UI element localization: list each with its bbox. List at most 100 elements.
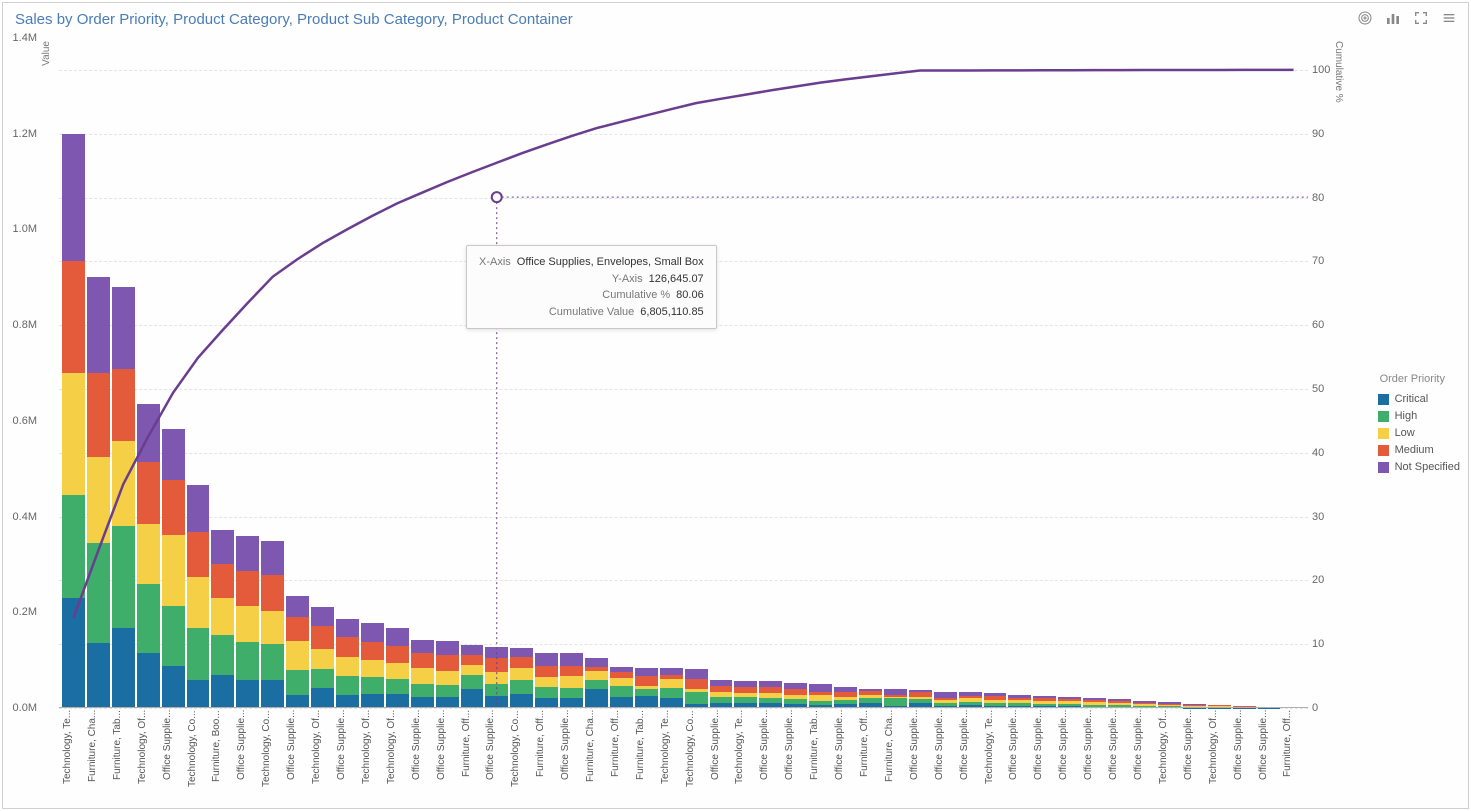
bar[interactable] (535, 653, 558, 708)
bar[interactable] (610, 667, 633, 708)
x-axis-label: Office Supplie... (759, 710, 782, 808)
bar[interactable] (311, 607, 334, 708)
bar[interactable] (784, 683, 807, 708)
y-right-tick: 0 (1312, 702, 1318, 714)
bar[interactable] (934, 692, 957, 708)
bar[interactable] (286, 596, 309, 708)
bar[interactable] (411, 640, 434, 708)
bar[interactable] (162, 429, 185, 708)
bar[interactable] (984, 693, 1007, 708)
bar-segment-high (436, 685, 459, 697)
bar[interactable] (809, 684, 832, 708)
y-left-tick: 1.4M (13, 32, 37, 44)
bar-segment-not_specified (436, 641, 459, 655)
x-axis-label: Technology, Of... (386, 710, 409, 808)
x-axis-label: Furniture, Cha... (884, 710, 907, 808)
bar[interactable] (734, 681, 757, 708)
bar-segment-low (211, 598, 234, 635)
menu-icon[interactable] (1440, 9, 1458, 27)
bar[interactable] (710, 680, 733, 708)
bar[interactable] (560, 653, 583, 708)
bar[interactable] (685, 669, 708, 708)
bar[interactable] (1008, 695, 1031, 708)
bar-segment-medium (535, 666, 558, 677)
legend-item-critical[interactable]: Critical (1378, 393, 1460, 405)
bar[interactable] (62, 134, 85, 708)
bar[interactable] (660, 668, 683, 708)
bar-segment-not_specified (685, 669, 708, 679)
y-left-tick: 0.4M (13, 511, 37, 523)
bar-segment-medium (211, 564, 234, 598)
bar-segment-medium (236, 571, 259, 605)
bar[interactable] (211, 530, 234, 708)
x-axis-label: Technology, Te... (734, 710, 757, 808)
bar[interactable] (884, 689, 907, 708)
bar-segment-not_specified (585, 658, 608, 667)
x-axis-labels: Technology, Te... Furniture, Cha... Furnit… (59, 710, 1308, 808)
bar-segment-high (187, 628, 210, 681)
legend-label: Critical (1395, 393, 1429, 405)
y-left-tick: 1.0M (13, 223, 37, 235)
bar-segment-critical (261, 680, 284, 708)
bar-segment-low (87, 457, 110, 543)
bar-segment-low (286, 641, 309, 670)
tooltip-value: Office Supplies, Envelopes, Small Box (517, 254, 704, 271)
legend-swatch (1378, 462, 1389, 473)
bar-segment-low (610, 678, 633, 686)
bar[interactable] (759, 681, 782, 708)
bar[interactable] (461, 645, 484, 708)
x-axis-label: Office Supplie... (1008, 710, 1031, 808)
bar[interactable] (585, 658, 608, 708)
legend-item-not_specified[interactable]: Not Specified (1378, 461, 1460, 473)
bar[interactable] (909, 690, 932, 708)
bar[interactable] (834, 687, 857, 708)
legend-item-high[interactable]: High (1378, 410, 1460, 422)
bar-segment-high (137, 584, 160, 653)
bar-segment-high (485, 684, 508, 695)
bar-segment-medium (685, 679, 708, 690)
legend-title: Order Priority (1378, 373, 1460, 385)
x-axis-label: Office Supplie... (1133, 710, 1156, 808)
bar[interactable] (859, 689, 882, 708)
x-axis-label: Office Supplie... (1233, 710, 1256, 808)
bar[interactable] (510, 648, 533, 708)
bar[interactable] (386, 628, 409, 708)
bar-segment-low (162, 535, 185, 606)
x-axis-label: Furniture, Boo... (211, 710, 234, 808)
bar[interactable] (236, 536, 259, 708)
y-left-tick: 0.6M (13, 415, 37, 427)
legend-label: Medium (1395, 444, 1434, 456)
bar[interactable] (261, 541, 284, 708)
x-axis-label: Technology, Te... (660, 710, 683, 808)
bar-segment-critical (461, 689, 484, 708)
bar[interactable] (87, 277, 110, 708)
legend-item-medium[interactable]: Medium (1378, 444, 1460, 456)
bar[interactable] (635, 668, 658, 708)
bar-segment-medium (436, 655, 459, 670)
fullscreen-icon[interactable] (1412, 9, 1430, 27)
bar[interactable] (959, 692, 982, 708)
bar[interactable] (485, 647, 508, 708)
bar[interactable] (137, 404, 160, 708)
bar-segment-high (211, 635, 234, 674)
bar-segment-not_specified (635, 668, 658, 676)
bar-chart-icon[interactable] (1384, 9, 1402, 27)
y-right-tick: 40 (1312, 447, 1324, 459)
legend-item-low[interactable]: Low (1378, 427, 1460, 439)
bar[interactable] (336, 619, 359, 708)
bar[interactable] (361, 623, 384, 708)
bar-segment-not_specified (286, 596, 309, 618)
x-axis-label: Office Supplie... (1108, 710, 1131, 808)
bar[interactable] (436, 641, 459, 708)
bar[interactable] (187, 485, 210, 708)
bar-segment-not_specified (386, 628, 409, 646)
bar-segment-not_specified (311, 607, 334, 626)
bar-segment-high (585, 680, 608, 689)
x-axis-label: Office Supplie... (710, 710, 733, 808)
bar-segment-not_specified (62, 134, 85, 261)
bar-segment-low (510, 668, 533, 680)
bar[interactable] (112, 287, 135, 708)
bar-segment-low (411, 668, 434, 684)
bar-segment-high (685, 692, 708, 704)
target-icon[interactable] (1356, 9, 1374, 27)
